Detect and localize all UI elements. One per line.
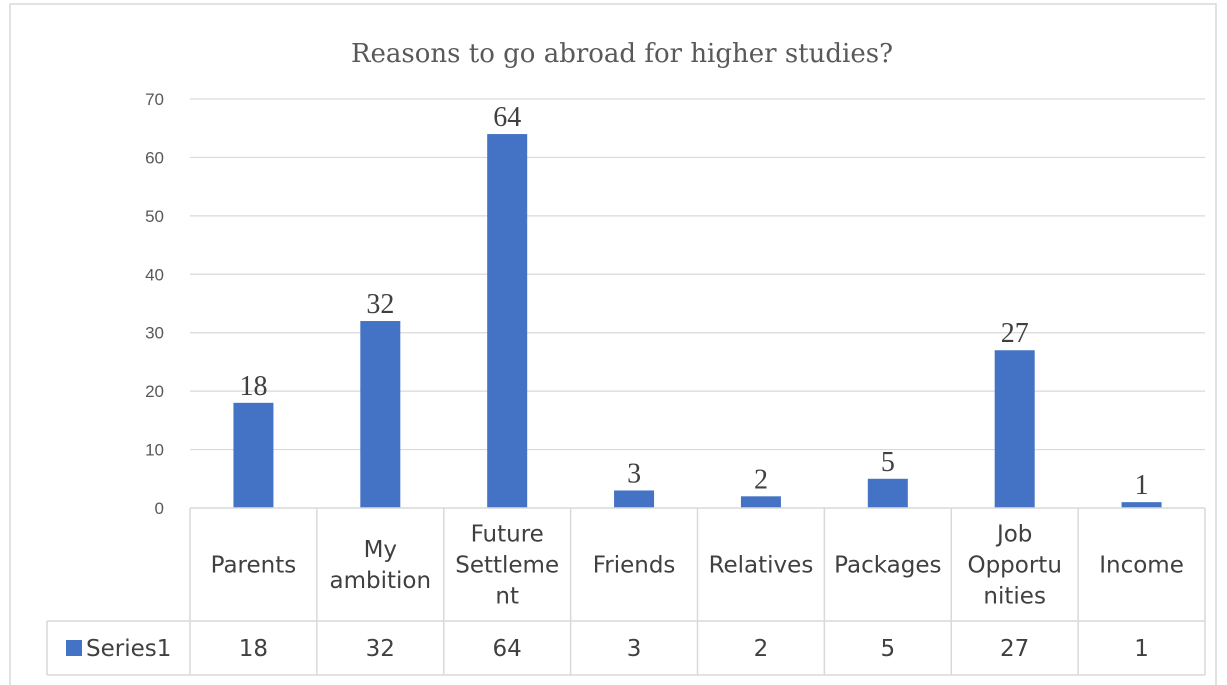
category-label: Future Settleme nt [455, 522, 559, 610]
bar [867, 478, 908, 508]
y-tick-label: 10 [145, 441, 164, 460]
table-value: 2 [754, 636, 769, 662]
chart-border [9, 3, 1217, 685]
bar [994, 350, 1035, 508]
table-value: 32 [366, 636, 395, 662]
category-label: Friends [593, 553, 676, 579]
table-value: 64 [493, 636, 522, 662]
data-label: 18 [239, 371, 267, 402]
y-tick-label: 30 [145, 324, 164, 343]
data-label: 2 [754, 464, 768, 495]
table-value: 18 [239, 636, 268, 662]
y-tick-label: 0 [155, 499, 164, 518]
y-axis-ticks: 0 10 20 30 40 50 60 70 [145, 90, 164, 518]
table-value: 1 [1134, 636, 1149, 662]
bar [233, 402, 274, 508]
category-label: Packages [834, 553, 941, 579]
table-value: 3 [627, 636, 642, 662]
data-table: Parents My ambition Future Settleme nt Friends… [46, 507, 1206, 676]
data-label: 32 [366, 289, 394, 320]
figure-caption: Figure 3: Reasons to go abroad [2, 2, 294, 27]
chart-title: Reasons to go abroad for higher studies? [351, 39, 893, 69]
data-label: 3 [627, 458, 641, 489]
bar [360, 321, 401, 508]
table-value: 5 [880, 636, 895, 662]
bars [233, 134, 1162, 509]
table-value: 27 [1000, 636, 1029, 662]
y-tick-label: 20 [145, 382, 164, 401]
category-label: Relatives [709, 553, 814, 579]
series-name: Series1 [86, 636, 171, 662]
y-tick-label: 70 [145, 90, 164, 109]
category-label: My ambition [330, 537, 432, 594]
category-label: Job Opportu nities [967, 522, 1061, 610]
bar [487, 134, 528, 509]
gridlines [190, 98, 1205, 451]
category-label: Income [1099, 553, 1184, 579]
y-tick-label: 50 [145, 207, 164, 226]
category-label: Parents [211, 553, 297, 579]
bar [1121, 502, 1162, 508]
data-label: 64 [493, 102, 521, 133]
y-tick-label: 40 [145, 265, 164, 284]
data-label: 1 [1135, 470, 1149, 501]
bar [614, 490, 655, 508]
y-tick-label: 60 [145, 148, 164, 167]
bar [740, 496, 781, 508]
data-label: 27 [1001, 318, 1029, 349]
legend-key [66, 640, 82, 656]
data-label: 5 [881, 447, 895, 478]
